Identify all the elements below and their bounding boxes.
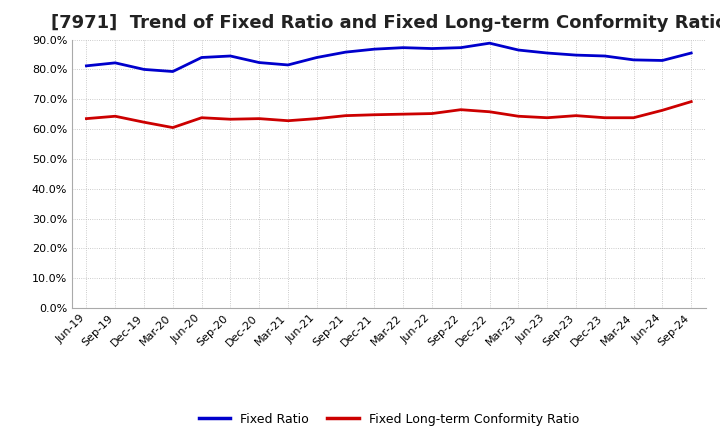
Fixed Long-term Conformity Ratio	[82, 116, 91, 121]
Fixed Ratio	[514, 48, 523, 53]
Fixed Long-term Conformity Ratio	[197, 115, 206, 121]
Fixed Long-term Conformity Ratio	[543, 115, 552, 121]
Fixed Long-term Conformity Ratio	[428, 111, 436, 116]
Fixed Long-term Conformity Ratio	[111, 114, 120, 119]
Fixed Ratio	[687, 50, 696, 55]
Fixed Long-term Conformity Ratio	[658, 108, 667, 113]
Fixed Ratio	[140, 67, 148, 72]
Fixed Ratio	[341, 49, 350, 55]
Fixed Ratio	[572, 52, 580, 58]
Title: [7971]  Trend of Fixed Ratio and Fixed Long-term Conformity Ratio: [7971] Trend of Fixed Ratio and Fixed Lo…	[50, 15, 720, 33]
Fixed Ratio	[485, 40, 494, 46]
Fixed Long-term Conformity Ratio	[456, 107, 465, 112]
Fixed Long-term Conformity Ratio	[600, 115, 609, 121]
Fixed Ratio	[456, 45, 465, 50]
Fixed Long-term Conformity Ratio	[399, 111, 408, 117]
Fixed Long-term Conformity Ratio	[687, 99, 696, 104]
Fixed Ratio	[226, 53, 235, 59]
Fixed Long-term Conformity Ratio	[629, 115, 638, 121]
Fixed Long-term Conformity Ratio	[341, 113, 350, 118]
Fixed Ratio	[658, 58, 667, 63]
Fixed Long-term Conformity Ratio	[514, 114, 523, 119]
Legend: Fixed Ratio, Fixed Long-term Conformity Ratio: Fixed Ratio, Fixed Long-term Conformity …	[194, 407, 584, 431]
Line: Fixed Long-term Conformity Ratio: Fixed Long-term Conformity Ratio	[86, 102, 691, 128]
Fixed Ratio	[111, 60, 120, 66]
Fixed Ratio	[428, 46, 436, 51]
Fixed Ratio	[370, 47, 379, 52]
Fixed Ratio	[600, 53, 609, 59]
Fixed Long-term Conformity Ratio	[140, 120, 148, 125]
Line: Fixed Ratio: Fixed Ratio	[86, 43, 691, 72]
Fixed Long-term Conformity Ratio	[255, 116, 264, 121]
Fixed Ratio	[168, 69, 177, 74]
Fixed Ratio	[543, 50, 552, 55]
Fixed Ratio	[82, 63, 91, 69]
Fixed Ratio	[629, 57, 638, 62]
Fixed Long-term Conformity Ratio	[485, 109, 494, 114]
Fixed Ratio	[284, 62, 292, 68]
Fixed Long-term Conformity Ratio	[284, 118, 292, 123]
Fixed Long-term Conformity Ratio	[370, 112, 379, 117]
Fixed Long-term Conformity Ratio	[312, 116, 321, 121]
Fixed Long-term Conformity Ratio	[168, 125, 177, 130]
Fixed Ratio	[312, 55, 321, 60]
Fixed Long-term Conformity Ratio	[572, 113, 580, 118]
Fixed Ratio	[255, 60, 264, 65]
Fixed Ratio	[399, 45, 408, 50]
Fixed Ratio	[197, 55, 206, 60]
Fixed Long-term Conformity Ratio	[226, 117, 235, 122]
